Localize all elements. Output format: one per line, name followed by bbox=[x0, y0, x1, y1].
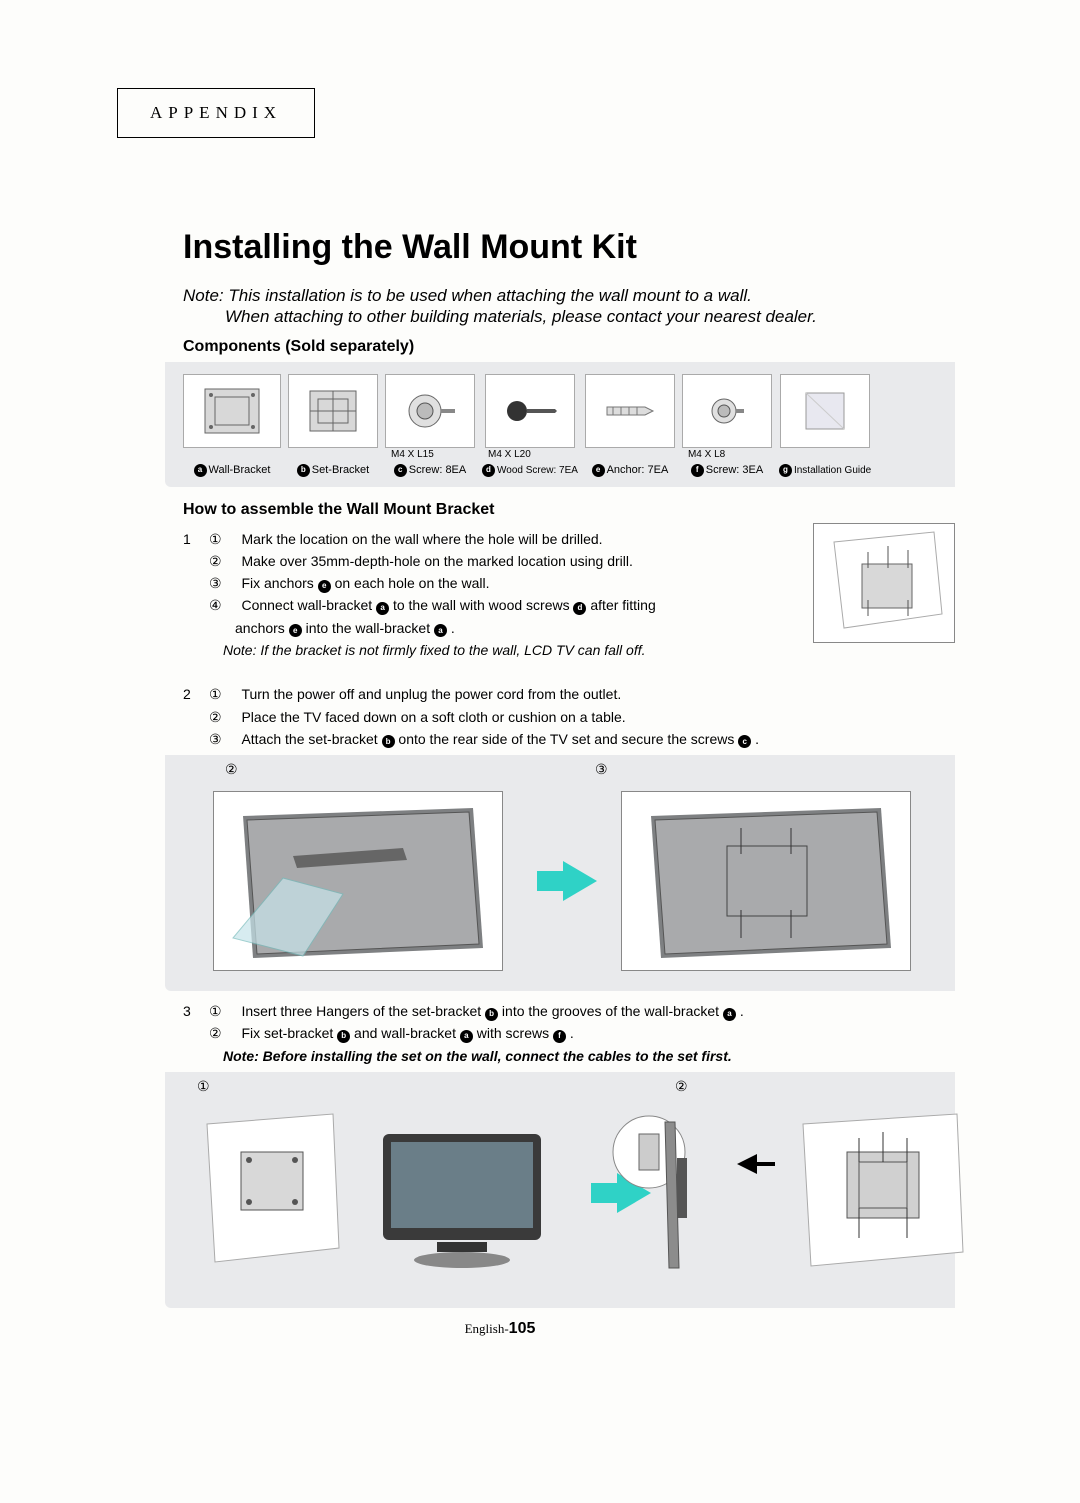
comp-d-label: dWood Screw: 7EA bbox=[482, 462, 578, 477]
page-footer: English-105 bbox=[105, 1320, 895, 1338]
comp-g-label: gInstallation Guide bbox=[779, 462, 871, 477]
comp-g-size bbox=[779, 448, 785, 462]
s1-n1: ① bbox=[209, 529, 222, 549]
install-note: Note: This installation is to be used wh… bbox=[183, 285, 895, 328]
comp-d-size: M4 X L20 bbox=[482, 448, 531, 462]
ref-a2-icon: a bbox=[434, 624, 447, 637]
step2-num: 2 bbox=[183, 684, 201, 704]
step1-note: Note: If the bracket is not firmly fixed… bbox=[223, 640, 895, 660]
step-1: 1① Mark the location on the wall where t… bbox=[183, 529, 895, 661]
component-screw-c: M4 X L15 cScrew: 8EA bbox=[385, 374, 475, 477]
fig3-lbl-right: ② bbox=[675, 1078, 688, 1095]
ref-a3-icon: a bbox=[723, 1008, 736, 1021]
letter-f-icon: f bbox=[691, 464, 704, 477]
step3-num: 3 bbox=[183, 1001, 201, 1021]
letter-a-icon: a bbox=[194, 464, 207, 477]
letter-e-icon: e bbox=[592, 464, 605, 477]
component-wall-bracket: aWall-Bracket bbox=[183, 374, 281, 477]
step3-fig-wall bbox=[193, 1108, 343, 1278]
comp-a-label: aWall-Bracket bbox=[194, 462, 271, 477]
letter-b-icon: b bbox=[297, 464, 310, 477]
s1-n4: ④ bbox=[209, 595, 222, 615]
note-line-1: Note: This installation is to be used wh… bbox=[183, 285, 895, 306]
components-heading: Components (Sold separately) bbox=[183, 338, 895, 356]
comp-a-size bbox=[183, 448, 189, 462]
arrow-right-icon bbox=[527, 861, 597, 901]
step1-num: 1 bbox=[183, 529, 201, 549]
comp-b-size bbox=[288, 448, 294, 462]
guide-img bbox=[780, 374, 870, 448]
step2-figure-panel: ② ③ bbox=[165, 755, 955, 991]
footer-lang: English- bbox=[465, 1321, 509, 1336]
page-content: APPENDIX Installing the Wall Mount Kit N… bbox=[105, 88, 895, 1308]
footer-page: 105 bbox=[509, 1320, 536, 1337]
ref-a-icon: a bbox=[376, 602, 389, 615]
fig2-lbl-left: ② bbox=[225, 761, 238, 778]
comp-e-label: eAnchor: 7EA bbox=[592, 462, 669, 477]
screw-c-img bbox=[385, 374, 475, 448]
components-row: aWall-Bracket bSet-Bracket M4 X L15 cScr… bbox=[183, 374, 941, 477]
ref-e-icon: e bbox=[318, 580, 331, 593]
step3-fig-tv bbox=[367, 1108, 557, 1278]
step-3: 3① Insert three Hangers of the set-brack… bbox=[183, 1001, 895, 1066]
assemble-heading: How to assemble the Wall Mount Bracket bbox=[183, 501, 895, 519]
page-title: Installing the Wall Mount Kit bbox=[183, 228, 895, 267]
comp-b-label: bSet-Bracket bbox=[297, 462, 369, 477]
step3-figure-panel: ① ② bbox=[165, 1072, 955, 1308]
letter-c-icon: c bbox=[394, 464, 407, 477]
letter-d-icon: d bbox=[482, 464, 495, 477]
s1-n2: ② bbox=[209, 551, 222, 571]
component-anchor: eAnchor: 7EA bbox=[585, 374, 675, 477]
wall-bracket-img bbox=[183, 374, 281, 448]
set-bracket-img bbox=[288, 374, 378, 448]
component-guide: gInstallation Guide bbox=[779, 374, 871, 477]
comp-c-label: cScrew: 8EA bbox=[394, 462, 466, 477]
component-set-bracket: bSet-Bracket bbox=[288, 374, 378, 477]
ref-e2-icon: e bbox=[289, 624, 302, 637]
section-header-box: APPENDIX bbox=[117, 88, 315, 138]
arrow-left-icon bbox=[737, 1154, 757, 1174]
step3-fig-right bbox=[789, 1108, 969, 1278]
ref-c-icon: c bbox=[738, 735, 751, 748]
screw-f-img bbox=[682, 374, 772, 448]
letter-g-icon: g bbox=[779, 464, 792, 477]
component-wood-screw: M4 X L20 dWood Screw: 7EA bbox=[482, 374, 578, 477]
component-screw-f: M4 X L8 fScrew: 3EA bbox=[682, 374, 772, 477]
step-2: 2① Turn the power off and unplug the pow… bbox=[183, 684, 895, 749]
ref-a4-icon: a bbox=[460, 1030, 473, 1043]
step2-fig-right bbox=[621, 791, 911, 971]
step3-note: Note: Before installing the set on the w… bbox=[223, 1046, 895, 1066]
comp-f-size: M4 X L8 bbox=[682, 448, 725, 462]
step2-fig-left bbox=[213, 791, 503, 971]
ref-d-icon: d bbox=[573, 602, 586, 615]
section-header: APPENDIX bbox=[150, 103, 282, 122]
note-line-2: When attaching to other building materia… bbox=[183, 306, 895, 327]
ref-b3-icon: b bbox=[337, 1030, 350, 1043]
components-panel: aWall-Bracket bSet-Bracket M4 X L15 cScr… bbox=[165, 362, 955, 487]
anchor-img bbox=[585, 374, 675, 448]
wood-screw-img bbox=[485, 374, 575, 448]
ref-b2-icon: b bbox=[485, 1008, 498, 1021]
step3-fig-side bbox=[605, 1108, 715, 1278]
comp-f-label: fScrew: 3EA bbox=[691, 462, 763, 477]
step1-diagram bbox=[813, 523, 955, 643]
ref-b-icon: b bbox=[382, 735, 395, 748]
comp-e-size bbox=[585, 448, 591, 462]
ref-f-icon: f bbox=[553, 1030, 566, 1043]
fig2-lbl-right: ③ bbox=[595, 761, 608, 778]
s1-n3: ③ bbox=[209, 573, 222, 593]
fig3-lbl-left: ① bbox=[197, 1078, 210, 1095]
comp-c-size: M4 X L15 bbox=[385, 448, 434, 462]
